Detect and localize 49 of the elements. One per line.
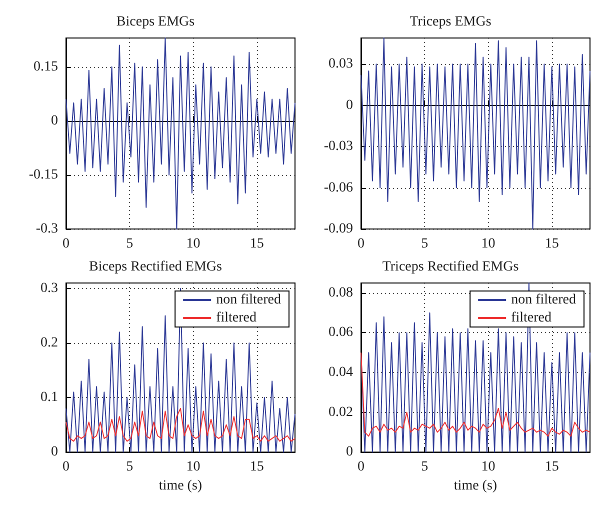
y-tick-label: 0.3 — [40, 280, 58, 296]
x-tick-label: 15 — [544, 236, 559, 252]
y-tick-label: 0.03 — [328, 56, 353, 72]
x-tick-label: 5 — [421, 460, 428, 475]
y-tick-label: -0.03 — [324, 139, 353, 154]
y-tick-label: -0.15 — [28, 167, 58, 182]
y-tick-label: 0 — [346, 444, 353, 460]
x-tick-label: 5 — [126, 460, 134, 475]
legend-label: filtered — [216, 310, 256, 326]
y-tick-label: 0.04 — [328, 365, 353, 380]
line-series — [360, 282, 590, 453]
x-tick-label: 10 — [186, 460, 200, 475]
x-tick-label: 15 — [544, 460, 559, 475]
x-axis-title: time (s) — [454, 478, 498, 494]
x-tick-label: 10 — [481, 236, 496, 252]
y-tick-label: -0.3 — [36, 222, 58, 236]
y-tick-label: -0.06 — [324, 180, 353, 196]
y-tick-label: 0 — [51, 113, 58, 128]
chart-title: Triceps Rectified EMGs — [382, 260, 519, 274]
x-tick-label: 10 — [481, 460, 496, 475]
chart-title: Biceps EMGs — [116, 14, 195, 30]
legend-label: non filtered — [216, 292, 281, 308]
y-tick-label: 0.2 — [40, 336, 58, 351]
x-tick-label: 0 — [62, 236, 70, 252]
legend-label: non filtered — [511, 292, 576, 308]
x-tick-label: 0 — [358, 236, 364, 252]
x-tick-label: 5 — [126, 236, 134, 252]
y-tick-label: -0.09 — [324, 222, 353, 236]
y-tick-label: 0.02 — [328, 404, 353, 420]
x-tick-label: 15 — [250, 460, 264, 475]
line-series — [360, 38, 590, 230]
y-tick-label: 0.06 — [328, 325, 353, 340]
chart-title: Triceps EMGs — [410, 14, 492, 30]
x-tick-label: 0 — [62, 460, 70, 475]
line-series — [66, 38, 296, 230]
line-series — [66, 408, 296, 442]
x-tick-label: 5 — [421, 236, 428, 252]
x-axis-title: time (s) — [158, 478, 202, 494]
y-tick-label: 0.15 — [34, 59, 58, 74]
legend-label: filtered — [511, 310, 552, 326]
x-tick-label: 0 — [358, 460, 364, 475]
line-series — [360, 352, 590, 437]
y-tick-label: 0.08 — [328, 285, 353, 300]
chart-title: Biceps Rectified EMGs — [89, 260, 222, 274]
x-tick-label: 15 — [250, 236, 264, 252]
y-tick-label: 0.1 — [40, 390, 58, 406]
x-tick-label: 10 — [186, 236, 200, 252]
y-tick-label: 0 — [346, 98, 353, 113]
y-tick-label: 0 — [51, 444, 58, 460]
